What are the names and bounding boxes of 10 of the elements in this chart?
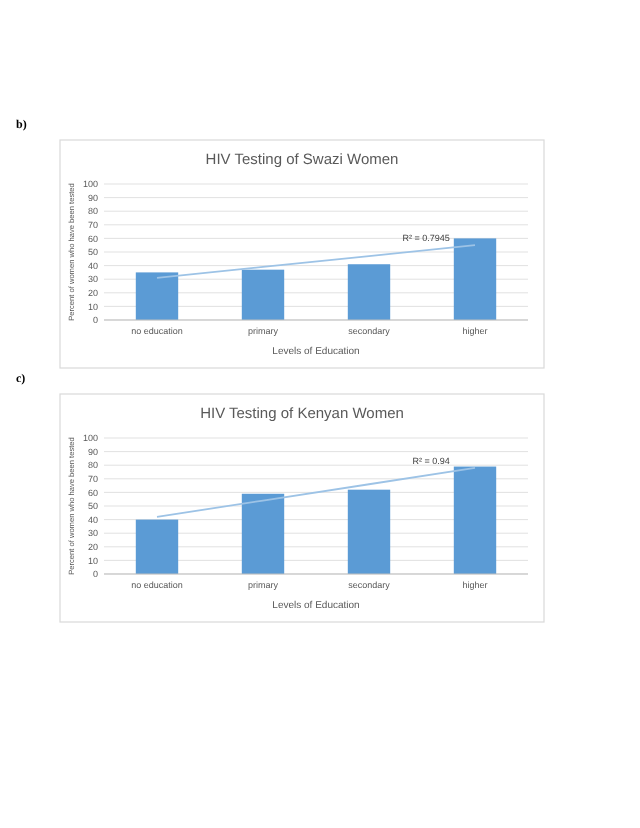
bar	[453, 238, 497, 320]
bar	[347, 489, 391, 574]
bar	[453, 466, 497, 574]
line-series	[156, 467, 476, 518]
bar	[135, 272, 179, 320]
bar	[347, 264, 391, 320]
bar	[241, 493, 285, 574]
bar	[241, 269, 285, 320]
line-series	[156, 244, 476, 279]
bar	[135, 519, 179, 574]
